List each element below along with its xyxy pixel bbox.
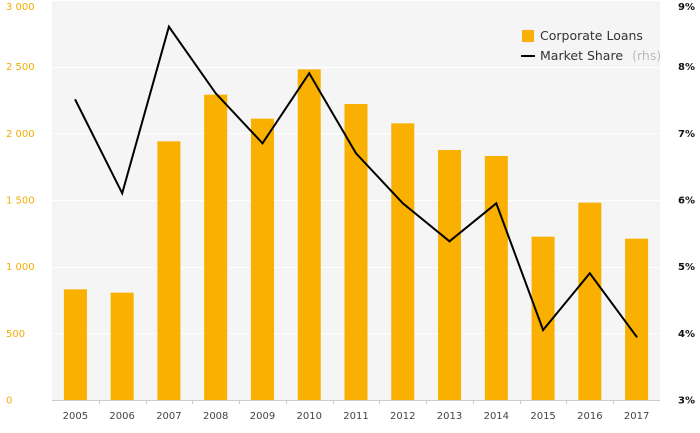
legend-label-corporate-loans: Corporate Loans <box>540 28 643 43</box>
bar-2008 <box>204 94 228 401</box>
point-2011 <box>355 152 357 155</box>
bar-2017 <box>625 238 649 400</box>
left-tick-label: 3 000 <box>6 2 35 13</box>
x-tick-label-2005: 2005 <box>63 411 88 422</box>
bar-2016 <box>578 202 602 400</box>
point-2014 <box>495 202 498 205</box>
bar-2010 <box>297 69 321 400</box>
left-tick-label: 1 000 <box>6 262 35 273</box>
left-tick-label: 2 500 <box>6 62 35 73</box>
point-2007 <box>167 25 170 28</box>
x-axis: 2005 2006 2007 2008 2009 2010 2011 2012 2013 2014… <box>52 400 660 422</box>
point-2013 <box>448 240 451 243</box>
bar-series-corporate-loans <box>63 69 649 401</box>
left-tick-label: 500 <box>6 329 25 340</box>
x-tick-label-2007: 2007 <box>156 411 181 422</box>
bar-2009 <box>250 118 274 401</box>
right-tick-label: 4% <box>678 329 695 340</box>
right-tick-label: 6% <box>678 196 695 207</box>
x-tick-label-2015: 2015 <box>530 411 555 422</box>
x-tick-label-2010: 2010 <box>297 411 322 422</box>
x-tick-label-2011: 2011 <box>343 411 368 422</box>
right-tick-label: 5% <box>678 262 695 273</box>
right-tick-label: 9% <box>678 2 695 13</box>
bar-2015 <box>531 236 555 400</box>
x-tick-label-2017: 2017 <box>624 411 649 422</box>
x-tick-label-2016: 2016 <box>577 411 602 422</box>
legend-label-market-share: Market Share (rhs) <box>540 45 661 64</box>
x-tick-label-2013: 2013 <box>437 411 462 422</box>
legend-swatch-corporate-loans <box>522 30 534 42</box>
bar-2006 <box>110 292 134 400</box>
point-2009 <box>261 142 264 145</box>
legend: Corporate Loans Market Share (rhs) <box>521 28 661 64</box>
right-tick-label: 7% <box>678 129 695 140</box>
right-tick-label: 8% <box>678 62 695 73</box>
legend-market-share-name: Market Share <box>540 48 623 63</box>
point-2006 <box>121 192 124 195</box>
bar-2013 <box>438 150 462 400</box>
left-tick-label: 2 000 <box>6 129 35 140</box>
right-axis: 3% 4% 5% 6% 7% 8% 9% <box>678 2 695 407</box>
line-series-market-share <box>74 24 638 338</box>
x-tick-label-2014: 2014 <box>484 411 509 422</box>
right-tick-label: 3% <box>678 396 695 407</box>
left-axis: 0 500 1 000 1 500 2 000 2 500 3 000 <box>6 2 35 407</box>
x-tick-label-2009: 2009 <box>250 411 275 422</box>
bar-2014 <box>484 156 508 400</box>
point-2015 <box>542 329 545 331</box>
point-2016 <box>588 272 591 275</box>
left-tick-label: 1 500 <box>6 196 35 207</box>
point-2008 <box>214 92 217 95</box>
bar-2011 <box>344 104 368 400</box>
bar-2007 <box>157 141 181 401</box>
bar-2012 <box>391 123 415 400</box>
x-tick-label-2008: 2008 <box>203 411 228 422</box>
left-tick-label: 0 <box>6 396 12 407</box>
x-tick-label-2006: 2006 <box>109 411 134 422</box>
bar-2005 <box>63 289 87 400</box>
point-2017 <box>635 335 638 338</box>
point-2005 <box>74 99 77 101</box>
legend-market-share-suffix: (rhs) <box>632 48 661 63</box>
x-tick-label-2012: 2012 <box>390 411 415 422</box>
point-2010 <box>308 72 311 75</box>
point-2012 <box>401 202 404 205</box>
